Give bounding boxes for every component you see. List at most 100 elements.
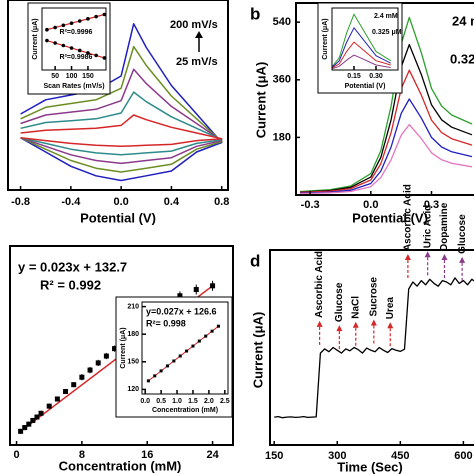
inset-point (53, 25, 57, 30)
y-axis-title: Current (μA) (253, 62, 268, 139)
equation: y = 0.023x + 132.7 (18, 259, 127, 274)
x-tick-label: -0.3 (301, 199, 320, 211)
x-axis-title: Potential (V) (352, 210, 428, 225)
inset-x-title: Potential (V) (345, 83, 386, 90)
x-tick-label: 16 (141, 449, 153, 461)
current-trace (274, 277, 474, 419)
cv-curve (20, 45, 223, 173)
x-tick-label: 0.15 (347, 73, 361, 80)
x-axis-title: Time (Sec) (337, 459, 403, 474)
r-squared: R²=0.9996 (60, 29, 93, 36)
x-tick-label: -0.4 (61, 196, 81, 208)
data-point (95, 360, 101, 366)
plot-frame (141, 301, 229, 395)
inset-point (102, 12, 107, 17)
event-arrowhead (370, 319, 377, 326)
y-tick-label: 120 (127, 386, 139, 393)
inset-point (77, 19, 82, 23)
event-arrowhead (404, 254, 411, 261)
plot-frame (331, 7, 399, 71)
x-tick-label: 100 (66, 73, 78, 80)
inset-point (178, 354, 182, 358)
inset-point (204, 334, 208, 338)
event-label: Ascorbic Acid (403, 184, 414, 251)
data-point (87, 367, 93, 373)
inset-curve (331, 27, 391, 68)
x-tick-label: 24 (206, 449, 219, 461)
data-point (112, 346, 118, 352)
event-arrowhead (316, 320, 323, 327)
annotation: 200 mV/s (170, 19, 218, 31)
plot-frame (9, 245, 234, 446)
inset-point (77, 48, 82, 53)
x-tick-label: 0.8 (214, 196, 229, 208)
x-tick-label: 0.4 (164, 196, 180, 208)
dpv-curve (299, 98, 473, 194)
x-tick-label: 1.0 (172, 398, 182, 405)
data-point (103, 353, 109, 359)
x-tick-label: 300 (328, 450, 346, 462)
y-tick-label: 180 (127, 331, 139, 338)
cv-curve (20, 91, 223, 156)
inset-point (159, 369, 163, 373)
data-point (63, 389, 69, 395)
event-label: Sucrose (368, 277, 379, 317)
x-axis-title: Potential (V) (80, 210, 156, 225)
annotation: 25 mV/s (176, 56, 218, 68)
y-tick-label: 150 (127, 359, 139, 366)
inset-x-title: Concentration (mM) (152, 407, 218, 414)
r-squared: R²=0.9986 (60, 54, 93, 61)
inset-point (165, 364, 169, 368)
data-point (210, 283, 216, 289)
x-tick-label: 0.0 (113, 196, 128, 208)
plot-frame (269, 249, 474, 446)
x-tick-label: -0.8 (11, 196, 30, 208)
panel-label: d (250, 251, 260, 270)
inset-point (86, 51, 90, 55)
x-tick-label: 150 (82, 73, 94, 80)
plot-frame (41, 7, 107, 71)
inset-curve (331, 13, 391, 68)
inset-point (69, 46, 74, 50)
x-tick-label: 1.5 (188, 398, 198, 405)
annotation-arrowhead (195, 31, 203, 38)
inset-point (210, 329, 214, 333)
inset-point (53, 41, 57, 45)
x-tick-label: 0.3 (424, 199, 439, 211)
inset-point (86, 17, 90, 21)
x-tick-label: 0.5 (156, 398, 166, 405)
inset-point (94, 53, 98, 58)
event-arrowhead (459, 256, 466, 263)
event-arrowhead (424, 251, 431, 258)
event-label: Glucose (334, 282, 345, 322)
data-point (22, 425, 28, 431)
x-tick-label: 2.0 (204, 398, 214, 405)
inset-point (172, 359, 176, 363)
event-label: Ascorbic Acid (314, 251, 325, 318)
annotation: 24 m (452, 13, 474, 28)
x-tick-label: 0.30 (369, 73, 383, 80)
data-point (71, 382, 77, 388)
inset-r-squared: R²= 0.998 (146, 318, 186, 328)
x-tick-label: 0 (13, 449, 19, 461)
event-label: Uric Acid (422, 205, 433, 249)
data-point (26, 421, 32, 427)
inset-point (61, 43, 66, 48)
event-label: Dopamine (439, 202, 450, 251)
inset-point (102, 56, 107, 60)
annotation: 0.325 (450, 51, 474, 66)
y-axis-title: Current (μA) (32, 18, 39, 59)
inset-point (45, 38, 49, 43)
r-squared: R² = 0.992 (40, 277, 101, 292)
inset-x-title: Scan Rates (mV/s) (43, 83, 104, 90)
inset-point (197, 339, 201, 343)
inset-point (216, 324, 220, 328)
plot-frame (7, 0, 229, 191)
x-tick-label: 150 (265, 450, 283, 462)
inset-curve (331, 41, 391, 69)
data-point (54, 396, 60, 402)
x-tick-label: 450 (391, 450, 409, 462)
x-tick-label: 50 (51, 73, 59, 80)
y-axis-title: Current (μA) (120, 327, 127, 368)
